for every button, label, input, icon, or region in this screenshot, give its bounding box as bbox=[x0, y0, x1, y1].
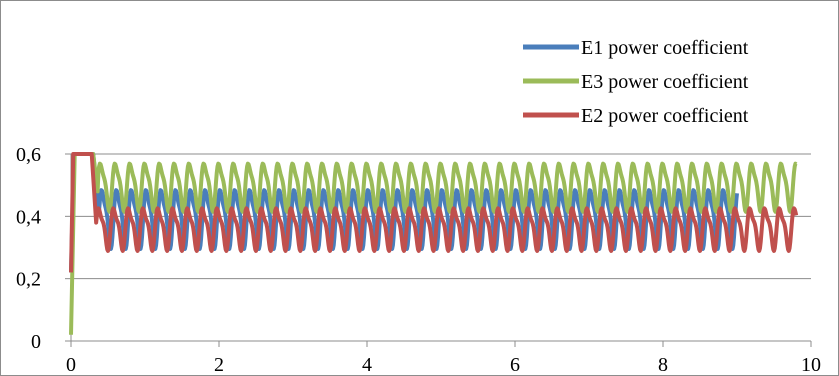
x-tick-label: 2 bbox=[214, 354, 224, 375]
x-tick-label: 6 bbox=[510, 354, 520, 375]
series-lines bbox=[69, 152, 799, 335]
series-line-e1 bbox=[69, 152, 739, 273]
x-tick-label: 8 bbox=[658, 354, 668, 375]
legend: E1 power coefficient E3 power coefficient… bbox=[523, 37, 749, 127]
x-tick-label: 4 bbox=[362, 354, 372, 375]
legend-entry-label: E3 power coefficient bbox=[581, 71, 749, 93]
y-tick-label: 0,6 bbox=[16, 144, 41, 166]
y-tick-label: 0 bbox=[31, 331, 41, 353]
y-tick-label: 0,4 bbox=[16, 206, 41, 228]
x-tick-label: 0 bbox=[66, 354, 76, 375]
axes: 0 0,2 0,4 0,6 0 2 4 6 8 10 bbox=[16, 144, 821, 375]
x-tick-label: 10 bbox=[801, 354, 821, 375]
y-tick-label: 0,2 bbox=[16, 269, 41, 291]
series-line-e2 bbox=[69, 152, 799, 273]
series-line-e3 bbox=[69, 152, 798, 335]
legend-entry-label: E1 power coefficient bbox=[581, 37, 749, 59]
legend-entry-label: E2 power coefficient bbox=[581, 105, 749, 127]
